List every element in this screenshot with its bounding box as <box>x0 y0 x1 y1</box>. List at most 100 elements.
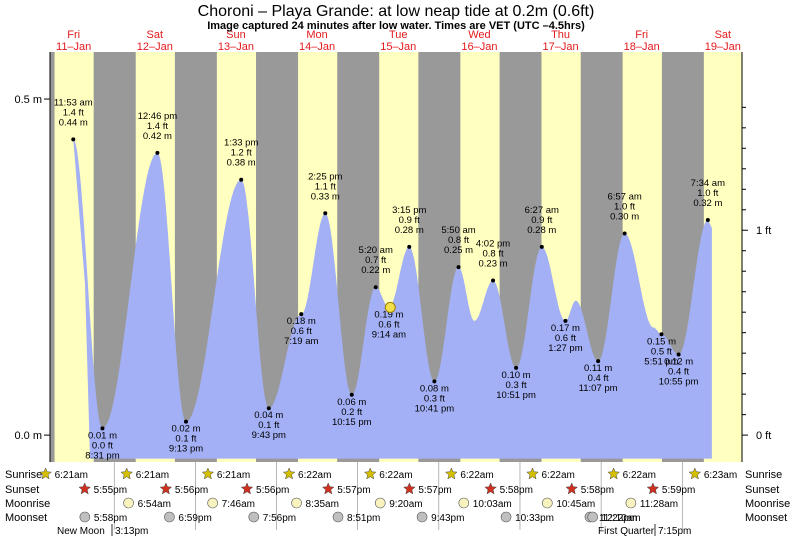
sunset-icon <box>78 482 92 495</box>
tide-event-label: 0.23 m <box>479 259 508 270</box>
row-label-right: Sunset <box>745 484 779 496</box>
tide-event-point <box>676 352 681 357</box>
tide-event-label: 7:34 am <box>691 178 725 189</box>
right-tick-label: 0 ft <box>756 430 771 442</box>
sun-moon-calendar: Sunrise Sunrise Sunset Sunset Moonrise Moonri… <box>5 462 790 537</box>
tide-event-point <box>563 318 568 323</box>
sunrise-time: 6:22am <box>623 470 656 481</box>
tide-event-label: 0.01 m <box>88 430 117 441</box>
day-date-label: 12–Jan <box>137 41 173 53</box>
tide-event-label: 11:07 pm <box>579 383 618 394</box>
chart-subtitle: Image captured 24 minutes after low wate… <box>207 20 585 32</box>
moonset-icon <box>332 511 344 523</box>
sunset-icon <box>565 482 579 495</box>
tide-event-label: 0.02 m <box>171 424 200 435</box>
moon-phase-name: First Quarter <box>598 526 655 537</box>
tide-event-label: 0.19 m <box>374 309 403 320</box>
sunrise-time: 6:22am <box>542 470 575 481</box>
day-weekday-label: Sun <box>226 29 246 41</box>
sunrise-icon <box>526 467 539 480</box>
tide-event-label: 0.32 m <box>693 198 722 209</box>
day-weekday-label: Sat <box>715 29 732 41</box>
chart-title: Choroni – Playa Grande: at low neap tide… <box>198 3 595 20</box>
tide-event-point <box>539 244 544 249</box>
moonrise-time: 7:46am <box>222 499 255 510</box>
sunrise-icon <box>120 467 134 480</box>
tide-event-label: 0.2 ft <box>341 407 362 418</box>
tide-event-label: 1:33 pm <box>224 138 258 149</box>
sunrise-icon <box>688 467 702 480</box>
tide-event-point <box>266 406 271 411</box>
moonset-time: 9:43pm <box>431 513 464 524</box>
sunset-icon <box>159 482 173 495</box>
sunset-icon <box>484 482 497 495</box>
day-weekday-label: Mon <box>306 29 327 41</box>
tide-event-label: 0.38 m <box>227 158 256 169</box>
moonset-time: 5:58pm <box>94 513 127 524</box>
moonset-icon <box>416 511 428 523</box>
tide-event-point <box>456 265 461 270</box>
tide-event-label: 5:50 am <box>441 225 475 236</box>
moonrise-time: 10:45am <box>556 499 595 510</box>
moonset-time: 12:10am <box>602 513 641 524</box>
tide-event-point <box>349 392 354 397</box>
tide-event-label: 1.2 ft <box>231 148 252 159</box>
tide-event-label: 0.22 m <box>361 265 390 276</box>
tide-event-point <box>514 365 519 370</box>
sunset-time: 5:56pm <box>256 485 289 496</box>
row-label-left: Moonrise <box>5 498 50 510</box>
sunrise-icon <box>363 467 377 480</box>
day-weekday-label: Fri <box>635 29 648 41</box>
tide-event-point <box>659 332 664 337</box>
sunrise-icon <box>444 467 458 480</box>
tide-event-label: 0.4 ft <box>668 366 689 377</box>
sunrise-time: 6:21am <box>217 470 250 481</box>
tide-event-point <box>323 211 328 216</box>
tide-event-label: 0.12 m <box>664 356 693 367</box>
moon-phase-time: 7:15pm <box>658 526 691 537</box>
tide-event-label: 9:43 pm <box>252 430 286 441</box>
day-weekday-label: Sat <box>147 29 164 41</box>
day-date-label: 16–Jan <box>461 41 497 53</box>
moonset-time: 11:22pm <box>599 513 637 524</box>
tide-event-label: 0.8 ft <box>448 235 469 246</box>
tide-event-label: 11:53 am <box>54 97 93 108</box>
sunset-icon <box>646 482 660 495</box>
tide-event-point <box>183 419 188 424</box>
moonset-icon <box>587 511 598 523</box>
tide-event-label: 6:27 am <box>525 205 559 216</box>
moonrise-icon <box>123 497 134 509</box>
tide-event-label: 10:15 pm <box>332 417 372 428</box>
tide-event-label: 0.5 ft <box>651 346 672 357</box>
tide-event-point <box>407 244 412 249</box>
day-weekday-label: Wed <box>468 29 490 41</box>
tide-event-label: 0.0 ft <box>92 440 113 451</box>
tide-event-label: 0.4 ft <box>588 373 609 384</box>
moonrise-time: 8:35am <box>306 499 339 510</box>
tide-event-point <box>100 426 105 431</box>
day-date-label: 17–Jan <box>543 41 579 53</box>
moonset-icon <box>500 511 512 523</box>
tide-event-point <box>299 312 304 317</box>
sunrise-time: 6:21am <box>55 470 88 481</box>
left-tick-label: 0.5 m <box>14 94 42 106</box>
row-label-left: Moonset <box>5 512 47 524</box>
tide-event-point <box>596 359 601 364</box>
tide-event-point <box>705 218 710 223</box>
tide-event-label: 10:51 pm <box>496 390 536 401</box>
tide-event-label: 6:57 am <box>607 191 641 202</box>
sunset-time: 5:58pm <box>581 485 614 496</box>
tide-event-label: 0.8 ft <box>482 249 503 260</box>
day-date-label: 19–Jan <box>705 41 741 53</box>
moonrise-time: 6:54am <box>138 499 171 510</box>
sunset-time: 5:55pm <box>94 485 127 496</box>
moonrise-icon <box>542 497 553 509</box>
tide-event-label: 5:20 am <box>359 245 393 256</box>
tide-event-label: 0.9 ft <box>399 215 420 226</box>
tide-event-label: 1:27 pm <box>548 343 582 354</box>
tide-event-label: 8:31 pm <box>85 450 119 461</box>
sunset-icon <box>403 482 416 495</box>
tide-event-label: 12:46 pm <box>138 111 178 122</box>
tide-event-label: 5:51 pm <box>644 356 678 367</box>
